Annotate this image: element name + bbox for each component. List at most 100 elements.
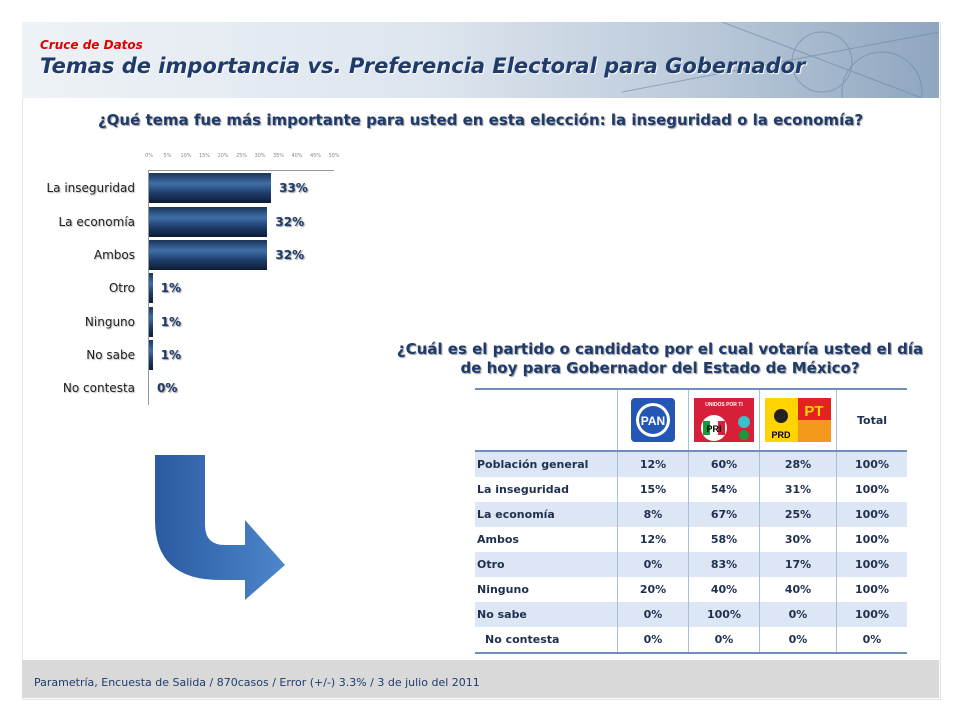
chart-title: ¿Qué tema fue más importante para usted … [97, 111, 864, 129]
cell: 100% [836, 451, 907, 477]
table-row: Otro 0% 83% 17% 100% [475, 552, 907, 577]
cell: 83% [688, 552, 760, 577]
x-tick-label: 10% [180, 153, 192, 159]
cell: 100% [836, 552, 907, 577]
svg-text:PT: PT [804, 403, 823, 420]
x-tick-label: 40% [291, 153, 303, 159]
cell: 100% [836, 527, 907, 552]
cell: 12% [617, 451, 689, 477]
cell: 25% [759, 502, 837, 527]
data-label: 1% [160, 315, 182, 329]
cell: 0% [759, 602, 837, 627]
cell: 28% [759, 451, 837, 477]
bar [149, 173, 272, 203]
table-row: Población general 12% 60% 28% 100% [475, 451, 907, 477]
x-axis [148, 170, 334, 171]
row-label: Ambos [477, 533, 519, 546]
bar [149, 207, 268, 237]
cell: 54% [688, 477, 760, 502]
bar [149, 340, 153, 370]
header-pri: UNIDOS POR TI PRI [688, 388, 760, 452]
header-banner [22, 22, 939, 98]
vote-table: PAN UNIDOS POR TI PRI PRD PT Total Poblaci… [475, 388, 907, 654]
bar [149, 307, 153, 337]
x-tick-label: 30% [254, 153, 266, 159]
cell: 0% [836, 627, 907, 653]
table-row: No sabe 0% 100% 0% 100% [475, 602, 907, 627]
data-label: 32% [275, 248, 305, 262]
svg-text:PRD: PRD [771, 430, 791, 440]
category-label: Ninguno [84, 315, 135, 329]
x-tick-label: 45% [309, 153, 322, 159]
category-label: Ambos [93, 248, 135, 262]
cell: 0% [759, 627, 837, 653]
svg-text:PRI: PRI [706, 424, 721, 434]
arrow-icon [155, 455, 285, 600]
header-total: Total [836, 388, 907, 452]
cell: 67% [688, 502, 760, 527]
footer-source: Parametría, Encuesta de Salida / 870caso… [34, 676, 480, 689]
data-label: 1% [160, 348, 182, 362]
cell: 31% [759, 477, 837, 502]
svg-text:PAN: PAN [641, 414, 665, 428]
pan-logo: PAN [631, 398, 675, 442]
cell: 0% [617, 627, 689, 653]
table-row: La economía 8% 67% 25% 100% [475, 502, 907, 527]
bar [149, 240, 268, 270]
bar [149, 273, 153, 303]
x-tick-label: 35% [272, 153, 285, 159]
category-label: La inseguridad [46, 181, 135, 195]
row-label: Población general [477, 458, 589, 471]
cell: 100% [688, 602, 760, 627]
x-tick-label: 50% [328, 153, 340, 159]
row-label: Otro [477, 558, 505, 571]
x-tick-label: 25% [235, 153, 248, 159]
cell: 40% [688, 577, 760, 602]
cell: 0% [688, 627, 760, 653]
cell: 17% [759, 552, 837, 577]
category-label: Otro [108, 281, 135, 295]
cell: 8% [617, 502, 689, 527]
cell: 12% [617, 527, 689, 552]
header-pan: PAN [617, 388, 689, 452]
x-tick-label: 20% [217, 153, 229, 159]
cell: 100% [836, 602, 907, 627]
cell: 15% [617, 477, 689, 502]
x-tick-label: 5% [163, 153, 172, 159]
cell: 100% [836, 577, 907, 602]
cell: 60% [688, 451, 760, 477]
cell: 100% [836, 477, 907, 502]
pri-logo: UNIDOS POR TI PRI [694, 398, 754, 442]
row-label: La economía [477, 508, 555, 521]
data-label: 0% [157, 381, 178, 395]
table-row: La inseguridad 15% 54% 31% 100% [475, 477, 907, 502]
svg-text:UNIDOS POR TI: UNIDOS POR TI [705, 402, 743, 408]
kicker: Cruce de Datos [40, 38, 143, 52]
cell: 20% [617, 577, 689, 602]
table-row: Ninguno 20% 40% 40% 100% [475, 577, 907, 602]
cell: 30% [759, 527, 837, 552]
x-tick-label: 0% [145, 153, 153, 159]
y-axis [148, 170, 149, 405]
x-tick-label: 15% [198, 153, 211, 159]
header-prd-pt: PRD PT [759, 388, 837, 452]
cell: 40% [759, 577, 837, 602]
page-title: Temas de importancia vs. Preferencia Ele… [40, 54, 806, 78]
header-empty [475, 388, 618, 452]
table-row: Ambos 12% 58% 30% 100% [475, 527, 907, 552]
table-row: No contesta 0% 0% 0% 0% [475, 627, 907, 653]
data-label: 1% [160, 281, 182, 295]
cell: 100% [836, 502, 907, 527]
data-label: 32% [275, 215, 305, 229]
category-label: No sabe [86, 348, 135, 362]
row-label: La inseguridad [477, 483, 569, 496]
row-label: No sabe [477, 608, 527, 621]
category-label: No contesta [62, 381, 135, 395]
banner-decoration [621, 22, 939, 98]
cell: 58% [688, 527, 760, 552]
category-label: La economía [58, 215, 136, 229]
cell: 0% [617, 552, 689, 577]
cell: 0% [617, 602, 689, 627]
footer: Parametría, Encuesta de Salida / 870caso… [22, 660, 939, 698]
prd-pt-logo: PRD PT [765, 398, 831, 442]
